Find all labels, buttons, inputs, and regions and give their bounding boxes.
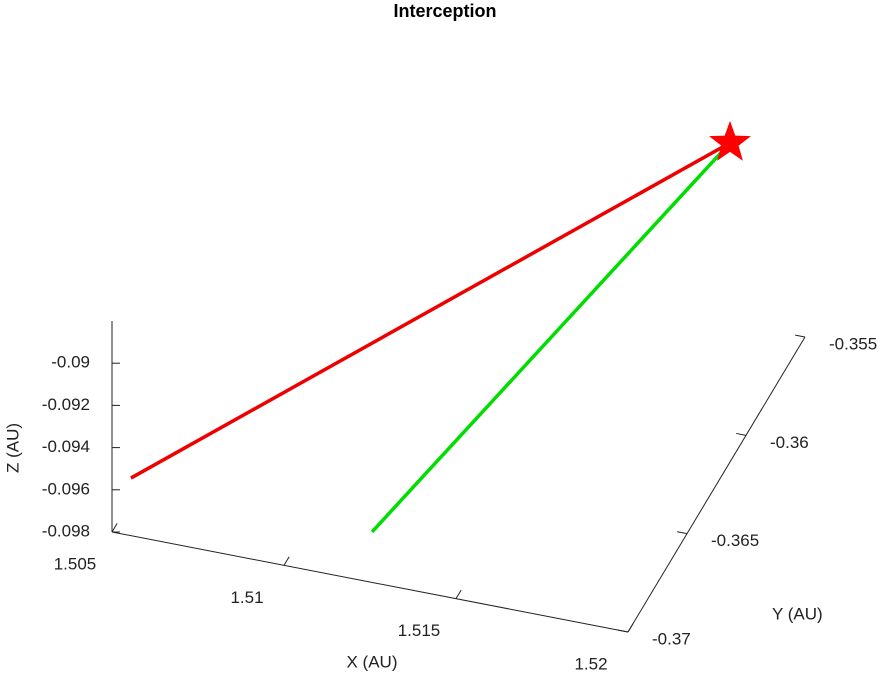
z-tick-label: -0.094 [42, 437, 90, 456]
y-tick-label: -0.365 [711, 531, 759, 550]
x-tick-label: 1.505 [54, 554, 97, 573]
y-tick-label: -0.355 [829, 334, 877, 353]
z-tick-label: -0.098 [42, 521, 90, 540]
y-axis-label: Y (AU) [772, 604, 823, 623]
y-tick-label: -0.36 [770, 433, 809, 452]
z-axis-label: Z (AU) [3, 423, 22, 473]
chart-title: Interception [393, 1, 496, 21]
y-tick [736, 432, 747, 436]
x-tick [455, 589, 462, 599]
z-tick-label: -0.092 [42, 395, 90, 414]
y-tick [618, 629, 629, 633]
x-tick [627, 623, 634, 633]
trajectory-line [130, 141, 731, 480]
x-tick-label: 1.515 [398, 621, 441, 640]
z-tick-label: -0.09 [51, 353, 90, 372]
y-tick [795, 334, 806, 338]
x-axis-label: X (AU) [347, 652, 398, 671]
x-axis [111, 531, 629, 633]
z-tick-label: -0.096 [42, 479, 90, 498]
y-axis [627, 336, 806, 633]
x-tick-label: 1.52 [574, 654, 607, 673]
trajectory-line [370, 141, 732, 534]
x-tick-label: 1.51 [230, 588, 263, 607]
x-tick [111, 523, 118, 533]
x-tick [283, 556, 290, 566]
y-tick [677, 531, 688, 535]
y-tick-label: -0.37 [652, 629, 691, 648]
star-marker [709, 120, 751, 161]
